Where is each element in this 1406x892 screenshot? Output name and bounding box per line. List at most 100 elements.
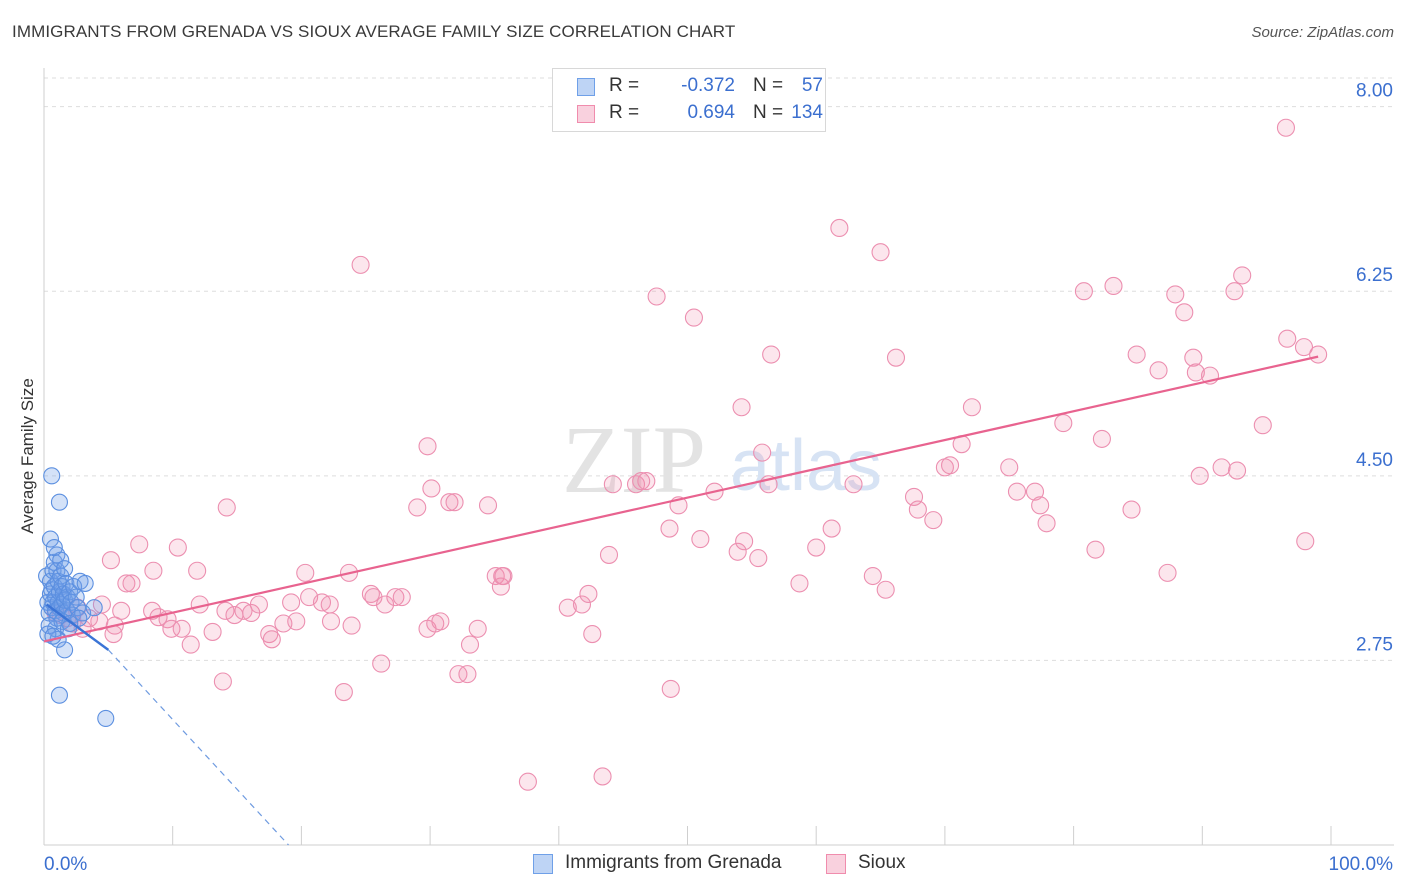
y-tick-label: 8.00 [1356, 81, 1393, 102]
sioux-point [172, 619, 191, 638]
chart-title: IMMIGRANTS FROM GRENADA VS SIOUX AVERAGE… [12, 22, 736, 41]
sioux-point [260, 624, 279, 644]
r-label: R = [609, 75, 640, 96]
y-tick-label: 4.50 [1356, 450, 1393, 471]
stats-legend: R = -0.372 N = 57 R = 0.694 N = 134 [552, 68, 826, 132]
sioux-point [431, 612, 450, 631]
sioux-point [603, 475, 622, 494]
sioux-point [1000, 458, 1019, 477]
sioux-point [342, 616, 361, 635]
sioux-point [1294, 338, 1314, 357]
grenada-point [50, 493, 68, 511]
sioux-point [790, 574, 809, 593]
watermark-zip: ZIP [562, 406, 706, 513]
sioux-point [217, 498, 236, 517]
grenada-point [45, 538, 63, 557]
sioux-point [661, 679, 680, 698]
sioux-point [376, 595, 395, 614]
trend-lines [43, 355, 1319, 846]
x-tick-label-max: 100.0% [1329, 854, 1394, 875]
sioux-point [1092, 429, 1111, 448]
sioux-point [593, 767, 612, 786]
n-value: 57 [801, 75, 823, 96]
grenada-point [97, 709, 115, 727]
sioux-point [351, 255, 370, 274]
n-value: 134 [791, 102, 823, 123]
sioux-point [168, 538, 187, 557]
sioux-point [728, 542, 747, 561]
sioux-point [408, 498, 427, 517]
sioux-point [762, 345, 781, 364]
grenada-trend-line [45, 603, 110, 651]
sioux-point [203, 622, 222, 641]
sioux-point [1037, 514, 1056, 533]
sioux-point [830, 218, 849, 237]
sioux-point [249, 595, 268, 614]
sioux-point [579, 584, 598, 604]
sioux-point [458, 665, 477, 684]
sioux-point [1233, 266, 1252, 285]
sioux-point [1296, 532, 1315, 551]
sioux-point [1309, 345, 1328, 364]
sioux-point [1104, 276, 1123, 296]
sioux-point [117, 574, 136, 593]
sioux-point [296, 563, 315, 582]
sioux-point [445, 493, 464, 512]
sioux-point [122, 574, 141, 593]
sioux-point [1184, 348, 1203, 367]
sioux-point [440, 493, 459, 512]
sioux-point [691, 530, 710, 549]
sioux-point [1122, 500, 1141, 519]
bottom-legend-label: Sioux [858, 852, 906, 873]
sioux-point [1007, 482, 1027, 501]
sioux-point [386, 588, 405, 607]
sioux-point [478, 496, 498, 515]
grenada-point [41, 530, 59, 548]
axes [43, 68, 1394, 846]
sioux-point [143, 601, 162, 620]
watermark: ZIP atlas [562, 406, 882, 513]
grenada-point [70, 609, 88, 627]
sioux-point [112, 601, 131, 620]
sioux-point [361, 584, 380, 604]
sioux-point [1212, 458, 1231, 477]
r-value: 0.694 [687, 102, 735, 123]
sioux-point [558, 598, 577, 617]
sioux-point [486, 566, 505, 586]
grenada-point [85, 599, 103, 617]
y-tick-label: 2.75 [1356, 634, 1393, 655]
sioux-point [647, 287, 666, 306]
sioux-point [908, 500, 927, 519]
sioux-point [518, 772, 537, 791]
sioux-point [822, 519, 841, 538]
sioux-point [213, 672, 232, 691]
watermark-atlas: atlas [730, 426, 882, 506]
sioux-point [422, 479, 441, 498]
grenada-point [50, 686, 68, 704]
grenada-point [43, 467, 61, 485]
sioux-point [1127, 345, 1146, 364]
sioux-point [583, 624, 602, 644]
sioux-point [732, 398, 751, 417]
source-note: Source: ZipAtlas.com [1251, 24, 1394, 41]
sioux-point [940, 456, 960, 475]
sioux-point [321, 612, 341, 631]
sioux-point [320, 595, 339, 614]
sioux-point [1149, 361, 1168, 380]
bottom-legend-swatch-grenada [533, 854, 553, 874]
x-tick-labels: 0.0% 100.0% [44, 854, 1393, 875]
sioux-points [46, 118, 1328, 791]
sioux-point [1031, 496, 1050, 515]
bottom-legend-label: Immigrants from Grenada [565, 852, 782, 873]
grenada-point [56, 560, 74, 578]
sioux-point [1186, 363, 1205, 382]
n-label: N = [753, 102, 784, 123]
sioux-point [130, 535, 149, 554]
sioux-point [1227, 461, 1247, 480]
r-label: R = [609, 102, 640, 123]
sioux-point [1225, 282, 1244, 301]
sioux-point [1158, 563, 1177, 582]
bottom-legend-swatch-sioux [826, 854, 846, 874]
sioux-trend-line [43, 355, 1319, 643]
sioux-point [684, 308, 703, 327]
